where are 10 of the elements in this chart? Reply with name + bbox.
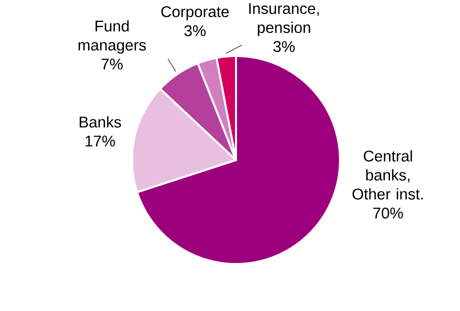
slice-label: Corporate [161, 6, 229, 20]
slice-label: Central banks, Other inst. [352, 150, 423, 200]
data-label: 7% [102, 58, 123, 70]
slice-label: Insurance, pension [249, 3, 319, 36]
data-label: 3% [273, 41, 295, 52]
slice-label: Fund managers [78, 20, 146, 54]
data-label: 17% [86, 136, 115, 147]
slice-label: Banks [80, 116, 121, 128]
data-label: 3% [184, 25, 206, 36]
data-label: 70% [373, 208, 403, 219]
